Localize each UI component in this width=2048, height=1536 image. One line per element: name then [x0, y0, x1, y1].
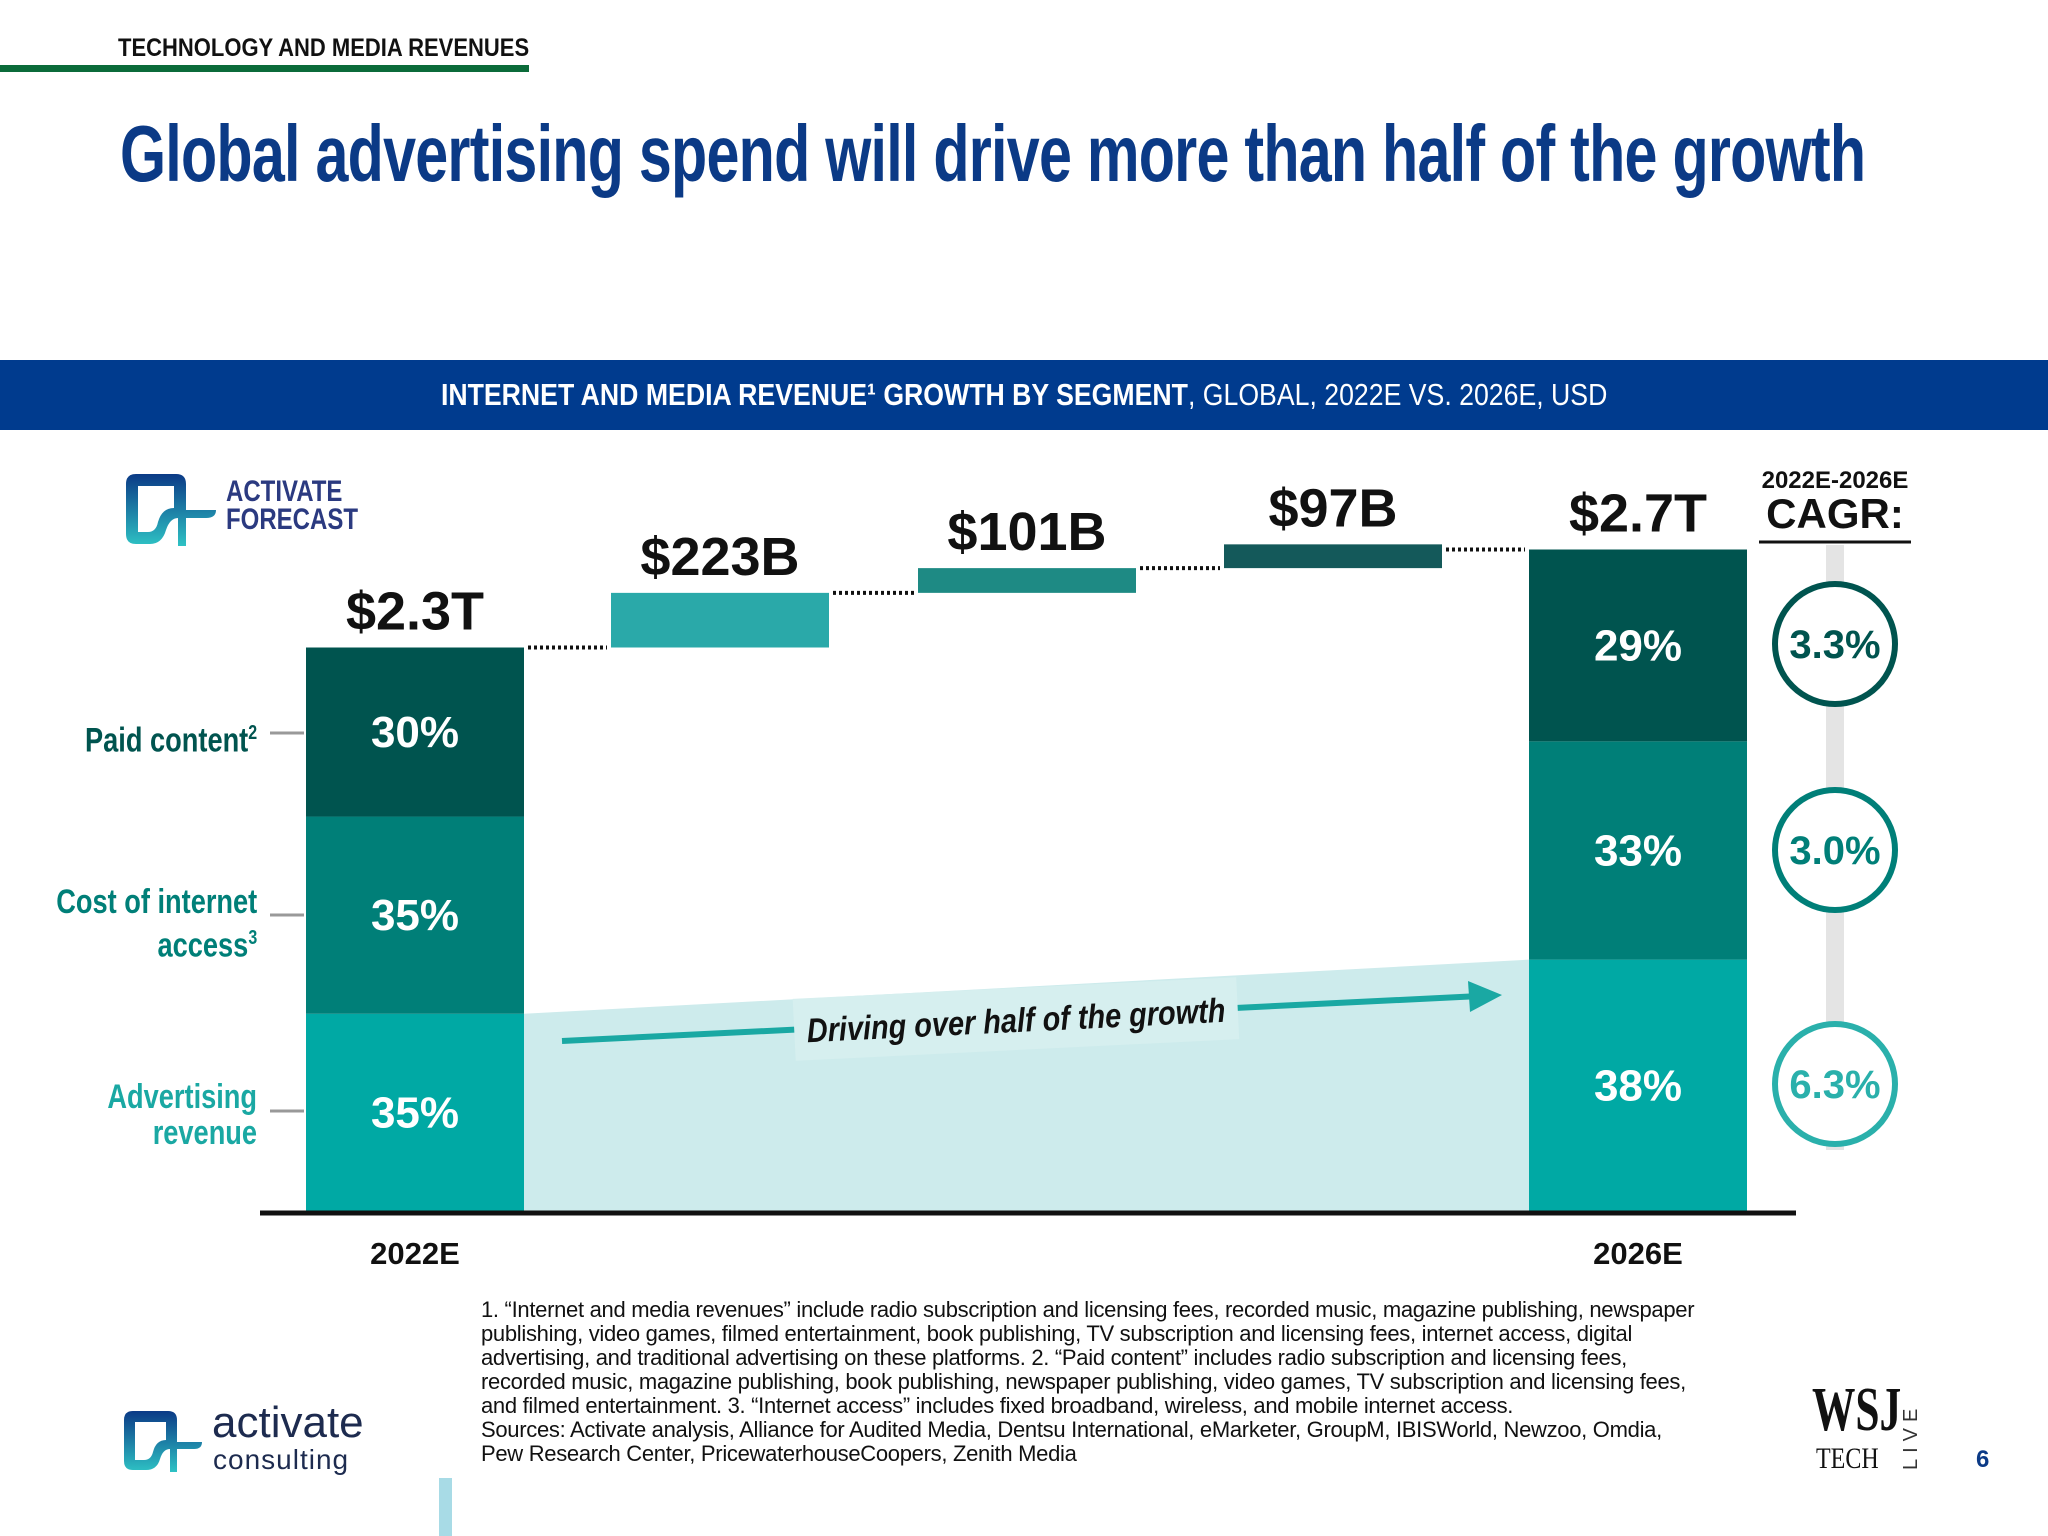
activate-forecast-logo: [126, 474, 216, 546]
page-number: 6: [1976, 1446, 1990, 1473]
waterfall-chart: Driving over half of the growth 35% 35% 30%…: [260, 467, 1911, 1271]
increment-bar: [1224, 544, 1442, 569]
forecast-logo-text: ACTIVATE FORECAST: [226, 475, 358, 536]
bar-segment-2022-2: [306, 1013, 524, 1211]
growth-arrow-head: [1468, 981, 1502, 1012]
kicker-rule: [0, 65, 529, 72]
chart-title-band: INTERNET AND MEDIA REVENUE¹ GROWTH BY SE…: [0, 360, 2048, 430]
bar-segment-2022-1: [306, 816, 524, 1014]
cagr-circle: [1772, 1021, 1898, 1147]
activate-consulting-logo-mark: [124, 1411, 202, 1472]
footnotes: 1. “Internet and media revenues” include…: [481, 1297, 1695, 1466]
cagr-circle: [1772, 787, 1898, 913]
wsj-tech: TECH: [1816, 1442, 1879, 1475]
cagr-value: 6.3%: [1789, 1063, 1880, 1107]
wsj-live: LIVE: [1900, 1402, 1922, 1470]
segment-share-label: 38%: [1594, 1061, 1682, 1110]
x-tick-label: 2022E: [370, 1236, 460, 1271]
x-tick-label: 2026E: [1593, 1236, 1683, 1271]
chart-title: INTERNET AND MEDIA REVENUE¹ GROWTH BY SE…: [440, 377, 1608, 412]
bar-segment-2026-2: [1529, 959, 1747, 1211]
brand-name: activate: [212, 1398, 364, 1447]
advertising-growth-highlight: [524, 959, 1529, 1211]
cagr-value: 3.3%: [1789, 623, 1880, 667]
segment-share-label: 30%: [371, 708, 459, 757]
bar-segment-2026-1: [1529, 741, 1747, 960]
segment-label-internet-access: Cost of internet access3: [56, 883, 257, 965]
increment-bar: [918, 568, 1136, 593]
decorative-tab: [439, 1478, 452, 1536]
page-title: Global advertising spend will drive more…: [120, 109, 1866, 198]
total-label-2022: $2.3T: [346, 582, 484, 642]
total-label-2026: $2.7T: [1569, 484, 1707, 544]
segment-share-label: 35%: [371, 1088, 459, 1137]
segment-share-label: 35%: [371, 891, 459, 940]
cagr-circle: [1772, 581, 1898, 707]
increment-bar: [611, 592, 829, 648]
increment-label: $223B: [640, 527, 799, 587]
segment-share-label: 33%: [1594, 826, 1682, 875]
cagr-title: CAGR:: [1766, 490, 1904, 537]
brand-subtitle: consulting: [213, 1444, 350, 1475]
cagr-period: 2022E-2026E: [1762, 467, 1909, 494]
segment-label-paid-content: Paid content2: [84, 721, 257, 760]
bar-segment-2022-0: [306, 647, 524, 817]
cagr-value: 3.0%: [1789, 829, 1880, 873]
section-kicker: TECHNOLOGY AND MEDIA REVENUES: [118, 34, 530, 62]
increment-label: $101B: [947, 502, 1106, 562]
segment-share-label: 29%: [1594, 621, 1682, 670]
bar-segment-2026-0: [1529, 549, 1747, 742]
increment-label: $97B: [1268, 478, 1397, 538]
annotation-group: Driving over half of the growth: [792, 977, 1240, 1061]
wsj-logo: WSJ: [1812, 1376, 1902, 1444]
annotation-box: [792, 977, 1240, 1061]
segment-label-advertising: Advertising revenue: [107, 1078, 257, 1152]
